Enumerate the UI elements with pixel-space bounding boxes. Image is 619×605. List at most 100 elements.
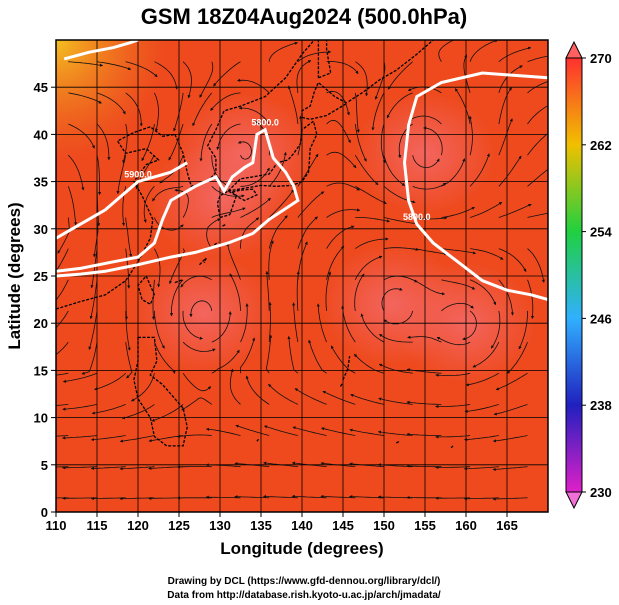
streamline — [182, 372, 212, 392]
streamline — [90, 466, 126, 470]
streamline — [412, 155, 440, 169]
coastline-3 — [174, 40, 315, 188]
streamline — [62, 404, 98, 411]
streamline — [263, 461, 298, 468]
streamline — [154, 217, 184, 231]
streamline — [154, 61, 178, 90]
streamline — [240, 167, 270, 187]
streamline — [68, 92, 102, 104]
streamline — [371, 92, 385, 131]
streamline — [465, 372, 500, 387]
streamline — [408, 115, 442, 125]
x-tick-label: 130 — [209, 518, 231, 533]
streamline — [154, 341, 176, 374]
streamline — [169, 279, 184, 317]
streamline — [56, 279, 69, 301]
coastlines — [56, 40, 454, 449]
streamline — [435, 404, 471, 409]
streamline — [125, 92, 143, 127]
streamline — [168, 123, 184, 161]
streamline — [94, 372, 126, 391]
colorbar-tick-label: 230 — [590, 485, 612, 500]
streamline — [316, 303, 327, 343]
streamline — [412, 182, 447, 190]
streamline — [412, 279, 446, 296]
streamline — [151, 404, 184, 422]
streamline — [68, 61, 104, 67]
streamline — [498, 46, 532, 63]
streamline — [441, 158, 466, 187]
streamline — [174, 188, 189, 218]
streamline — [470, 248, 504, 260]
streamline — [154, 92, 159, 132]
streamline — [423, 126, 443, 156]
streamline — [176, 465, 212, 469]
streamline — [355, 237, 389, 249]
streamline — [386, 92, 413, 119]
colorbar-tick-label: 270 — [590, 51, 612, 66]
streamline — [122, 123, 128, 164]
streamline — [67, 186, 78, 226]
streamline — [56, 248, 69, 272]
streamline — [68, 154, 85, 191]
streamline — [326, 225, 355, 249]
y-tick-label: 10 — [34, 411, 48, 426]
streamline — [297, 241, 308, 280]
streamline — [406, 400, 442, 405]
x-tick-label: 145 — [332, 518, 354, 533]
y-tick-label: 15 — [34, 363, 48, 378]
x-tick-label: 135 — [250, 518, 272, 533]
streamline — [238, 106, 270, 125]
height-contour-0 — [56, 127, 300, 278]
x-tick-label: 165 — [496, 518, 518, 533]
streamline — [464, 435, 499, 442]
streamline — [131, 373, 155, 402]
streamline — [527, 279, 535, 320]
coastline-10 — [174, 279, 183, 284]
streamline — [378, 363, 413, 374]
streamline — [381, 287, 403, 312]
y-tick-label: 45 — [34, 80, 48, 95]
x-tick-label: 160 — [455, 518, 477, 533]
streamline — [125, 61, 158, 78]
colorbar-tick-label: 262 — [590, 138, 612, 153]
streamline — [527, 81, 548, 94]
streamline — [383, 275, 418, 283]
streamline — [96, 155, 102, 196]
streamline — [297, 115, 303, 156]
streamline — [62, 372, 98, 383]
coastline-13 — [231, 188, 258, 202]
coastline-7 — [317, 40, 332, 79]
streamline — [308, 339, 327, 374]
streamline — [263, 425, 298, 436]
coastline-4 — [216, 190, 238, 219]
streamline — [435, 372, 471, 377]
contour-label-1: 5900.0 — [124, 170, 152, 180]
streamline — [490, 310, 501, 349]
streamline — [354, 255, 383, 280]
streamline — [498, 248, 527, 272]
streamline — [374, 61, 386, 100]
streamline — [436, 336, 471, 346]
grid-lines — [56, 40, 548, 512]
x-tick-label: 140 — [291, 518, 313, 533]
streamline — [354, 92, 360, 133]
streamline — [240, 217, 260, 249]
streamline — [322, 390, 356, 405]
coastline-6 — [301, 81, 349, 120]
streamline — [297, 50, 332, 63]
streamline — [56, 341, 69, 355]
streamline — [325, 271, 332, 311]
streamline — [240, 303, 249, 343]
streamline — [268, 215, 288, 249]
streamline — [90, 435, 126, 442]
streamline — [265, 334, 273, 374]
y-tick-label: 35 — [34, 175, 48, 190]
streamline — [360, 313, 385, 343]
streamline — [407, 86, 442, 94]
x-axis-label: Longitude (degrees) — [220, 539, 383, 558]
streamline — [287, 335, 299, 374]
streamline — [265, 270, 270, 311]
streamline — [498, 118, 513, 156]
